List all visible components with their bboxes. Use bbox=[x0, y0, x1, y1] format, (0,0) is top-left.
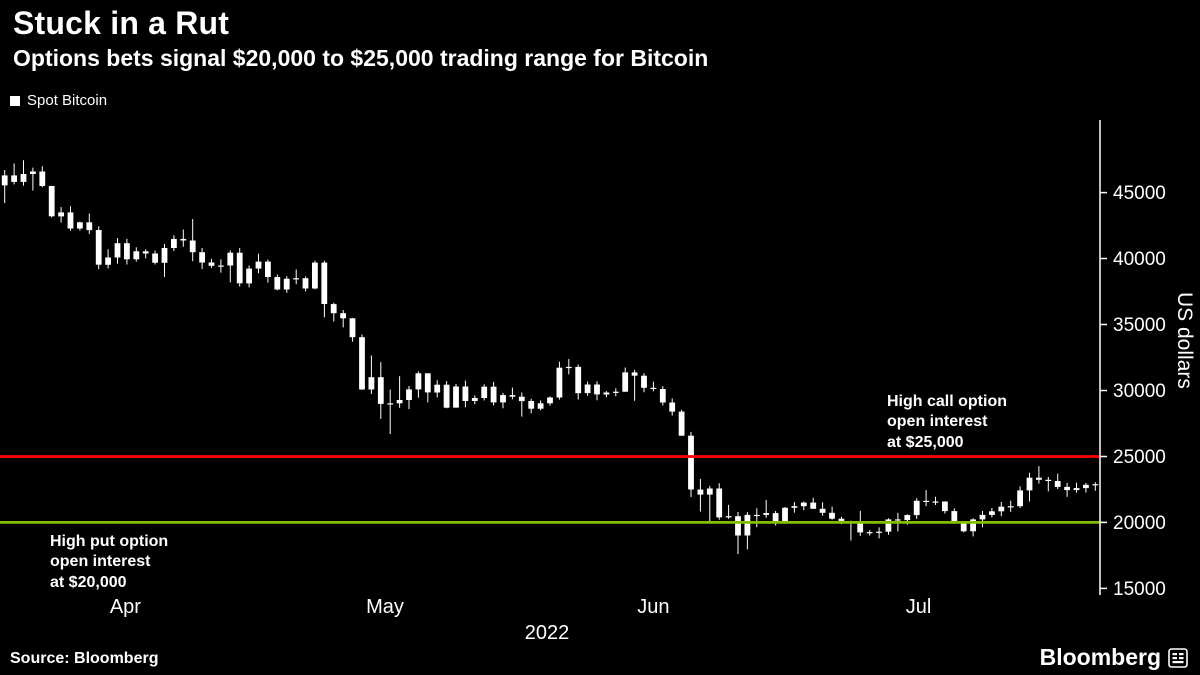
chart-subtitle: Options bets signal $20,000 to $25,000 t… bbox=[13, 45, 709, 71]
y-axis-tick-label: 40000 bbox=[1113, 249, 1166, 270]
x-axis-month-labels: Apr May Jun Jul bbox=[0, 596, 1100, 620]
put-annotation-line: at $20,000 bbox=[50, 573, 127, 591]
x-axis-month-label: Apr bbox=[109, 596, 141, 618]
y-axis: 15000 20000 25000 30000 35000 40000 45000 bbox=[1099, 120, 1166, 600]
x-axis-year-label: 2022 bbox=[524, 622, 570, 644]
call-open-interest-annotation: High call option open interest at $25,00… bbox=[887, 392, 1007, 453]
put-annotation-line: High put option bbox=[50, 533, 169, 550]
page-title: Stuck in a Rut bbox=[13, 5, 230, 41]
y-axis-tick-label: 30000 bbox=[1113, 381, 1166, 402]
y-axis-title: US dollars bbox=[1173, 292, 1196, 389]
y-axis-tick-label: 25000 bbox=[1113, 447, 1166, 468]
call-annotation-line: open interest bbox=[887, 413, 988, 431]
call-annotation-line: at $25,000 bbox=[887, 433, 964, 451]
call-annotation-line: High call option bbox=[887, 393, 1007, 410]
legend-swatch-icon bbox=[10, 95, 20, 106]
y-axis-tick-label: 15000 bbox=[1113, 579, 1166, 600]
x-axis-month-label: Jun bbox=[637, 596, 670, 618]
x-axis-month-label: May bbox=[366, 596, 404, 618]
legend-label: Spot Bitcoin bbox=[27, 92, 108, 109]
bloomberg-mark-icon bbox=[1168, 647, 1188, 668]
put-open-interest-annotation: High put option open interest at $20,000 bbox=[50, 532, 168, 593]
y-axis-tick-label: 20000 bbox=[1113, 513, 1166, 534]
y-axis-tick-label: 35000 bbox=[1113, 315, 1166, 336]
candlestick-chart: 15000 20000 25000 30000 35000 40000 45000 bbox=[0, 120, 1166, 600]
put-annotation-line: open interest bbox=[50, 553, 151, 571]
y-axis-tick-label: 45000 bbox=[1113, 183, 1166, 204]
x-axis-month-label: Jul bbox=[905, 596, 932, 618]
bloomberg-wordmark: Bloomberg bbox=[1039, 644, 1161, 670]
bloomberg-logo: Bloomberg bbox=[1040, 644, 1188, 671]
source-text: Source: Bloomberg bbox=[10, 650, 159, 667]
legend: Spot Bitcoin bbox=[10, 92, 107, 109]
candles-series bbox=[1, 160, 1099, 555]
